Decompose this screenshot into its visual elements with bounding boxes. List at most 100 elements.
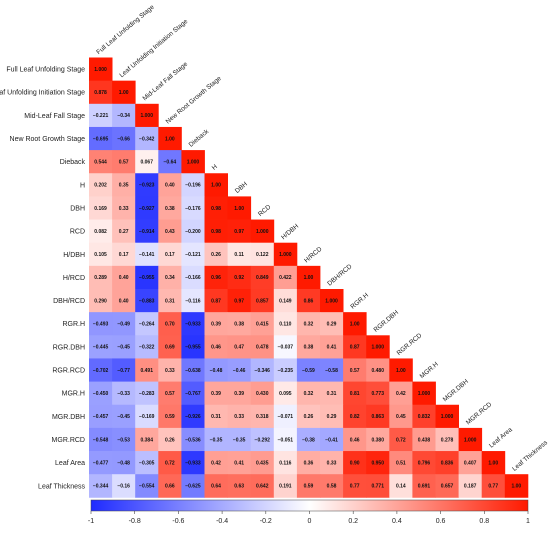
cell-value-label: 0.72 bbox=[396, 437, 406, 443]
cell-value-label: 0.47 bbox=[234, 345, 244, 351]
heatmap-cell bbox=[412, 427, 436, 452]
cell-value-label: 0.771 bbox=[371, 484, 384, 490]
row-label: RGR.RCD bbox=[52, 368, 85, 375]
colorbar-tick-label: -0.2 bbox=[260, 518, 272, 525]
heatmap-cell bbox=[89, 381, 113, 406]
cell-value-label: 0.691 bbox=[418, 484, 431, 490]
heatmap-cell bbox=[89, 265, 113, 290]
heatmap-cell bbox=[89, 451, 113, 475]
heatmap-cell bbox=[250, 427, 275, 452]
heatmap-cell bbox=[320, 312, 344, 336]
cell-value-label: −0.221 bbox=[93, 113, 109, 119]
heatmap-cell bbox=[366, 358, 390, 382]
cell-value-label: 0.26 bbox=[304, 414, 314, 420]
heatmap-cell bbox=[112, 173, 136, 197]
cell-value-label: −0.33 bbox=[117, 391, 130, 397]
cell-value-label: 0.863 bbox=[371, 414, 384, 420]
heatmap-cell bbox=[296, 358, 321, 382]
cell-value-label: −0.48 bbox=[210, 368, 223, 374]
heatmap-cell bbox=[366, 474, 390, 498]
heatmap-cell bbox=[112, 80, 136, 105]
row-label: New Root Growth Stage bbox=[10, 136, 86, 143]
cell-value-label: 1.00 bbox=[488, 460, 498, 466]
row-label: MGR.DBH bbox=[52, 414, 85, 421]
cell-value-label: 0.72 bbox=[165, 460, 175, 466]
cell-value-label: −0.923 bbox=[139, 183, 155, 189]
cell-value-label: −0.926 bbox=[185, 414, 201, 420]
cell-value-label: −0.49 bbox=[117, 322, 130, 328]
heatmap-cell bbox=[181, 173, 205, 197]
heatmap-cell bbox=[296, 265, 321, 290]
cell-value-label: 0.278 bbox=[441, 437, 454, 443]
heatmap-cell bbox=[227, 335, 252, 359]
cell-value-label: −0.34 bbox=[117, 113, 130, 119]
row-label: Mid-Leaf Fall Stage bbox=[24, 113, 85, 120]
column-label: H/DBH bbox=[280, 223, 300, 242]
cell-value-label: −0.554 bbox=[139, 484, 155, 490]
cell-value-label: −0.450 bbox=[93, 391, 109, 397]
cell-value-label: 1.000 bbox=[371, 345, 384, 351]
cell-value-label: −0.66 bbox=[117, 136, 130, 142]
column-label: MGR.DBH bbox=[442, 378, 470, 403]
colorbar-tick-label: 0.8 bbox=[479, 518, 489, 525]
heatmap-cell bbox=[158, 381, 182, 406]
heatmap-cell bbox=[112, 404, 136, 429]
cell-value-label: 0.122 bbox=[256, 252, 269, 258]
cell-value-label: 0.17 bbox=[165, 252, 175, 258]
heatmap-cell bbox=[135, 312, 159, 336]
heatmap-cell bbox=[227, 474, 252, 498]
row-label: Dieback bbox=[60, 159, 86, 166]
heatmap-cell bbox=[250, 335, 275, 359]
cell-value-label: −0.457 bbox=[93, 414, 109, 420]
heatmap-cell bbox=[296, 404, 321, 429]
heatmap-cell bbox=[458, 427, 483, 452]
cell-value-label: −0.638 bbox=[185, 368, 201, 374]
heatmap-cell bbox=[135, 242, 159, 267]
cell-value-label: 0.38 bbox=[304, 345, 314, 351]
cell-value-label: 0.39 bbox=[211, 322, 221, 328]
heatmap-cell bbox=[112, 150, 136, 174]
colorbar-tick-label: 0.2 bbox=[348, 518, 358, 525]
cell-value-label: 0.59 bbox=[165, 414, 175, 420]
cell-value-label: 0.095 bbox=[279, 391, 292, 397]
cell-value-label: 0.39 bbox=[234, 391, 244, 397]
cell-value-label: 0.87 bbox=[211, 298, 221, 304]
heatmap-cell bbox=[135, 265, 159, 290]
heatmap-cell bbox=[181, 196, 205, 220]
cell-value-label: −0.292 bbox=[255, 437, 271, 443]
cell-value-label: 1.000 bbox=[464, 437, 477, 443]
cell-value-label: −0.169 bbox=[139, 414, 155, 420]
cell-value-label: 0.27 bbox=[119, 229, 129, 235]
cell-value-label: 0.116 bbox=[279, 460, 291, 466]
cell-value-label: 0.66 bbox=[165, 484, 175, 490]
cell-value-label: 0.33 bbox=[327, 460, 337, 466]
cell-value-label: 0.642 bbox=[256, 484, 269, 490]
row-label: H bbox=[80, 182, 85, 189]
heatmap-cell bbox=[389, 404, 413, 429]
cell-value-label: 0.63 bbox=[234, 484, 244, 490]
cell-value-label: −0.933 bbox=[185, 322, 201, 328]
heatmap-cell bbox=[89, 150, 113, 174]
column-label: RGR.H bbox=[349, 292, 370, 311]
heatmap-cell bbox=[343, 335, 367, 359]
heatmap-cell bbox=[389, 358, 413, 382]
heatmap-cell bbox=[273, 265, 298, 290]
heatmap-cell bbox=[204, 427, 228, 452]
cell-value-label: 0.97 bbox=[234, 298, 244, 304]
heatmap-cell bbox=[181, 289, 205, 313]
heatmap-cell bbox=[158, 150, 182, 174]
heatmap-cell bbox=[181, 150, 205, 174]
heatmap-cell bbox=[135, 427, 159, 452]
cell-value-label: −0.344 bbox=[93, 484, 109, 490]
cell-value-label: 0.35 bbox=[119, 183, 129, 189]
heatmap-cell bbox=[389, 451, 413, 475]
heatmap-cell bbox=[181, 358, 205, 382]
cell-value-label: 1.00 bbox=[350, 322, 360, 328]
heatmap-cell bbox=[135, 358, 159, 382]
heatmap-cell bbox=[135, 474, 159, 498]
cell-value-label: −0.77 bbox=[117, 368, 130, 374]
cell-value-label: −0.121 bbox=[185, 252, 201, 258]
cell-value-label: 0.407 bbox=[464, 460, 477, 466]
heatmap-cell bbox=[227, 265, 252, 290]
row-label: DBH bbox=[70, 205, 85, 212]
